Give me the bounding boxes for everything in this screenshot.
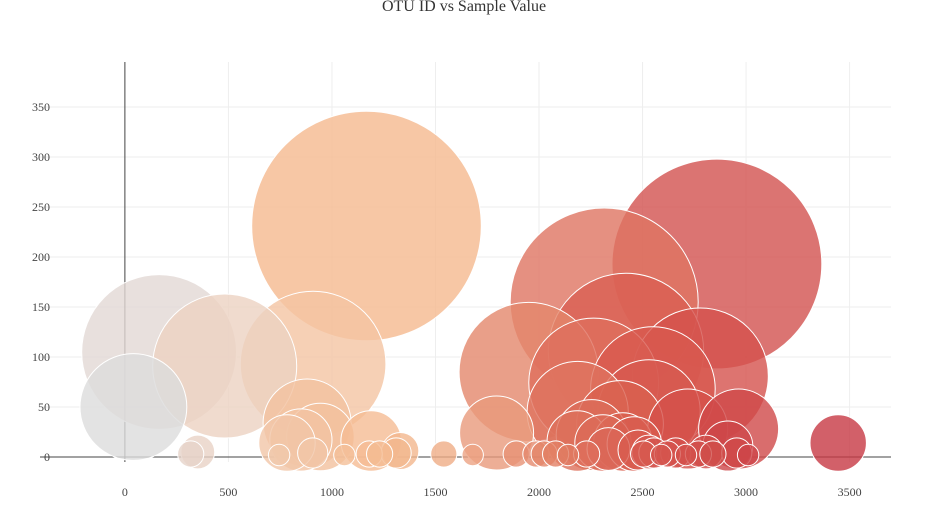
x-tick-label: 1500 <box>423 485 447 499</box>
x-tick-label: 3000 <box>734 485 758 499</box>
x-tick-label: 500 <box>219 485 237 499</box>
bubble-point <box>736 443 760 467</box>
y-tick-label: 150 <box>32 300 50 314</box>
bubble-point <box>430 440 458 468</box>
y-tick-label: 300 <box>32 150 50 164</box>
bubble-point <box>461 443 484 467</box>
y-tick-label: 250 <box>32 200 50 214</box>
bubble-point <box>267 443 291 467</box>
y-tick-label: 200 <box>32 250 50 264</box>
y-tick-label: 100 <box>32 350 50 364</box>
bubble-point <box>333 443 356 467</box>
y-tick-label: 350 <box>32 100 50 114</box>
x-tick-label: 2500 <box>631 485 655 499</box>
bubble-point <box>650 443 673 467</box>
bubble-point <box>79 353 188 461</box>
y-tick-label: 50 <box>38 400 50 414</box>
tick-labels: 0 500 1000 1500 2000 2500 3000 3500 0 50 100 150 200… <box>32 100 862 499</box>
bubble-point <box>177 440 205 468</box>
x-tick-label: 0 <box>122 485 128 499</box>
x-tick-label: 3500 <box>838 485 862 499</box>
bubble-point <box>556 443 580 467</box>
bubble-point <box>699 440 727 468</box>
bubbles <box>79 110 867 472</box>
x-tick-label: 2000 <box>527 485 551 499</box>
bubble-point <box>809 414 867 472</box>
x-tick-label: 1000 <box>320 485 344 499</box>
bubble-point <box>297 437 329 469</box>
y-tick-label: 0 <box>44 450 50 464</box>
bubble-point <box>674 443 698 467</box>
bubble-point <box>366 440 394 468</box>
chart-title: OTU ID vs Sample Value <box>381 0 547 15</box>
